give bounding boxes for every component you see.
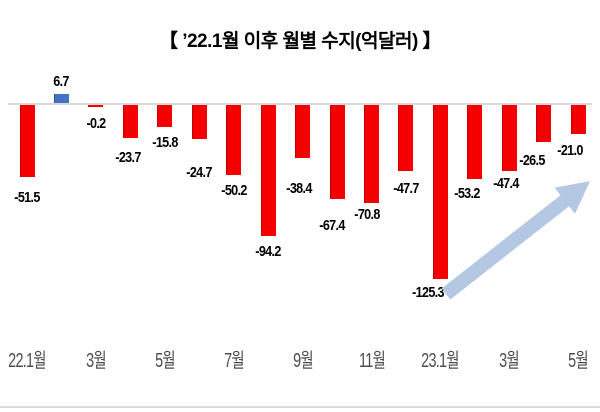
data-label-23.1월: -125.3 (412, 284, 445, 302)
positive-bar-2월 (53, 93, 69, 103)
negative-bar-2월 (467, 105, 483, 179)
x-axis-tick-label: 5월 (568, 350, 589, 372)
negative-bar-8월 (260, 105, 276, 236)
data-label-10월: -67.4 (319, 216, 345, 234)
data-label-12월: -47.7 (393, 180, 419, 198)
data-label-5월: -21.0 (557, 142, 583, 160)
data-label-11월: -70.8 (353, 206, 380, 224)
negative-bar-3월 (501, 105, 517, 171)
x-axis-tick-label: 9월 (292, 350, 314, 372)
negative-bar-3월 (88, 105, 104, 107)
negative-bar-6월 (191, 105, 207, 140)
data-label-6월: -24.7 (186, 164, 213, 182)
negative-bar-5월 (570, 105, 586, 135)
negative-bar-11월 (364, 105, 379, 204)
negative-bar-4월 (536, 105, 552, 142)
negative-bar-12월 (398, 105, 414, 172)
negative-bar-5월 (157, 105, 173, 127)
x-axis-tick-label: 22.1월 (8, 350, 46, 372)
data-label-2월: 6.7 (53, 72, 70, 90)
negative-bar-22.1월 (19, 105, 35, 177)
negative-bar-7월 (226, 105, 242, 175)
negative-bar-9월 (295, 105, 311, 159)
page-title: 【 ’22.1월 이후 월별 수지(억달러) 】 (158, 31, 442, 52)
x-axis-tick-label: 11월 (358, 350, 385, 372)
data-label-4월: -26.5 (519, 151, 545, 169)
data-label-8월: -94.2 (255, 242, 281, 260)
data-label-9월: -38.4 (285, 180, 312, 198)
data-label-3월: -47.4 (493, 174, 520, 192)
x-axis-tick-label: 23.1월 (421, 350, 460, 372)
x-axis-tick-label: 3월 (499, 350, 520, 372)
negative-bar-4월 (122, 105, 138, 138)
x-axis-tick-label: 3월 (85, 350, 107, 372)
negative-bar-10월 (329, 105, 345, 199)
data-label-3월: -0.2 (86, 115, 106, 132)
x-axis-tick-label: 5월 (154, 350, 176, 372)
x-axis-tick-label: 7월 (223, 350, 245, 372)
data-label-4월: -23.7 (115, 148, 142, 166)
x-axis-line (8, 103, 592, 105)
data-label-5월: -15.8 (152, 133, 178, 151)
bottom-border-line (0, 406, 600, 408)
data-label-22.1월: -51.5 (14, 188, 40, 206)
data-label-7월: -50.2 (220, 181, 247, 199)
